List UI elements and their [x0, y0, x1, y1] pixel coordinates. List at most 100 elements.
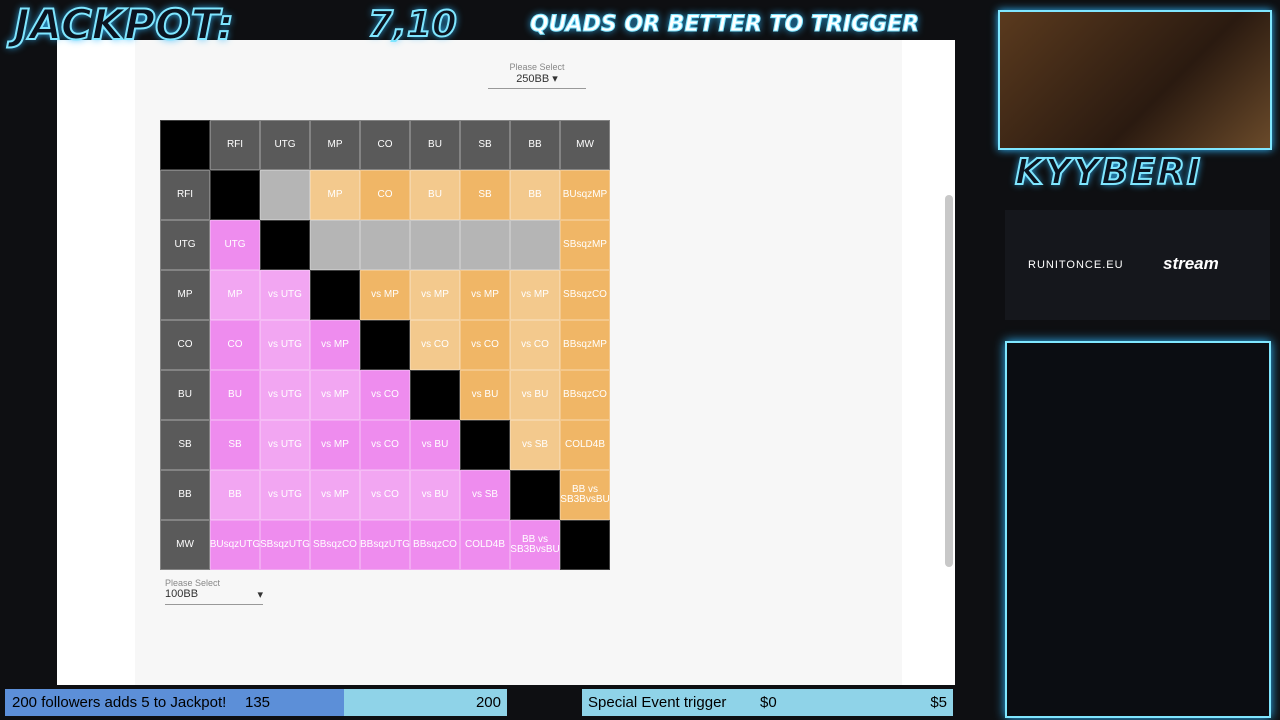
bottom-select[interactable]: Please Select 100BB ▾: [165, 578, 263, 605]
cell: vs SB: [510, 420, 560, 470]
cell: vs UTG: [260, 420, 310, 470]
cell: BBsqzMP: [560, 320, 610, 370]
webcam: [998, 10, 1272, 150]
camera-frame: [1005, 341, 1271, 718]
cell: COLD4B: [460, 520, 510, 570]
special-bar: Special Event trigger $0 $5: [582, 689, 953, 716]
cell: vs BU: [460, 370, 510, 420]
matrix: RFI UTG MP CO BU SB BB MW RFI MP CO BU SB BB BUsqzMP UT…: [160, 120, 610, 570]
cell: [410, 220, 460, 270]
cell: SB: [210, 420, 260, 470]
cell: BB vs SB3BvsBU: [560, 470, 610, 520]
progress-fill: [5, 689, 344, 716]
jackpot-label: JACKPOT:: [13, 0, 235, 50]
row-header: SB: [160, 420, 210, 470]
cell: SBsqzUTG: [260, 520, 310, 570]
cell: BB vs SB3BvsBU: [510, 520, 560, 570]
cell: vs MP: [310, 320, 360, 370]
trigger-text: QUADS OR BETTER TO TRIGGER: [529, 12, 920, 38]
cell: MP: [210, 270, 260, 320]
cell: vs MP: [310, 370, 360, 420]
select-value: 250BB ▾: [488, 72, 586, 89]
row-header: BU: [160, 370, 210, 420]
column-header: MW: [560, 120, 610, 170]
cell: BBsqzCO: [560, 370, 610, 420]
cell: BB: [510, 170, 560, 220]
cell: [560, 520, 610, 570]
column-header: BU: [410, 120, 460, 170]
cell: BB: [210, 470, 260, 520]
cell: [360, 220, 410, 270]
cell: BU: [210, 370, 260, 420]
cell: BBsqzCO: [410, 520, 460, 570]
select-value: 100BB ▾: [165, 588, 263, 605]
followers-goal: 200: [475, 694, 501, 711]
cell: [410, 370, 460, 420]
sponsor-panel: [1005, 210, 1270, 320]
cell: COLD4B: [560, 420, 610, 470]
cell: MP: [310, 170, 360, 220]
jackpot-value: 7,10: [367, 3, 458, 46]
cell: vs MP: [310, 420, 360, 470]
cell: vs SB: [460, 470, 510, 520]
column-header: CO: [360, 120, 410, 170]
cell: SB: [460, 170, 510, 220]
cell: [210, 170, 260, 220]
followers-current: 135: [245, 694, 271, 711]
scrollbar: [945, 195, 953, 567]
row-header: UTG: [160, 220, 210, 270]
column-header: MP: [310, 120, 360, 170]
sponsor: RUNITONCE.EU: [1028, 259, 1124, 271]
column-header: RFI: [210, 120, 260, 170]
cell: [360, 320, 410, 370]
cell: SBsqzCO: [560, 270, 610, 320]
cell: [510, 470, 560, 520]
cell: SBsqzCO: [310, 520, 360, 570]
special-text: Special Event trigger: [588, 694, 727, 711]
cell: [310, 270, 360, 320]
cell: [510, 220, 560, 270]
row-header: CO: [160, 320, 210, 370]
cell: vs MP: [310, 470, 360, 520]
cell: vs UTG: [260, 370, 310, 420]
column-header: SB: [460, 120, 510, 170]
cell: vs BU: [410, 470, 460, 520]
cell: BU: [410, 170, 460, 220]
cell: BBsqzUTG: [360, 520, 410, 570]
cell: [260, 170, 310, 220]
cell: vs CO: [360, 420, 410, 470]
value: 100BB: [165, 588, 199, 600]
top-select[interactable]: Please Select 250BB ▾: [488, 62, 586, 89]
row-header: MW: [160, 520, 210, 570]
select-label: Please Select: [165, 578, 221, 588]
cell: CO: [210, 320, 260, 370]
corner: [160, 120, 210, 170]
cell: vs CO: [460, 320, 510, 370]
row-header: RFI: [160, 170, 210, 220]
cell: vs CO: [360, 370, 410, 420]
cell: [310, 220, 360, 270]
special-current: $0: [760, 694, 777, 711]
cell: [260, 220, 310, 270]
column-header: BB: [510, 120, 560, 170]
select-label: Please Select: [509, 62, 565, 72]
followers-text: 200 followers adds 5 to Jackpot!: [12, 694, 227, 711]
cell: vs UTG: [260, 320, 310, 370]
cell: vs MP: [460, 270, 510, 320]
cell: vs UTG: [260, 470, 310, 520]
special-goal: $5: [930, 694, 947, 711]
cell: vs CO: [410, 320, 460, 370]
row-header: BB: [160, 470, 210, 520]
sponsor-logo: stream: [1163, 254, 1219, 273]
row-header: MP: [160, 270, 210, 320]
cell: [460, 220, 510, 270]
cell: vs CO: [510, 320, 560, 370]
streamer-name: KYYBERI: [1014, 151, 1203, 194]
column-header: UTG: [260, 120, 310, 170]
cell: UTG: [210, 220, 260, 270]
cell: vs BU: [510, 370, 560, 420]
cell: CO: [360, 170, 410, 220]
cell: vs MP: [510, 270, 560, 320]
cell: BUsqzMP: [560, 170, 610, 220]
